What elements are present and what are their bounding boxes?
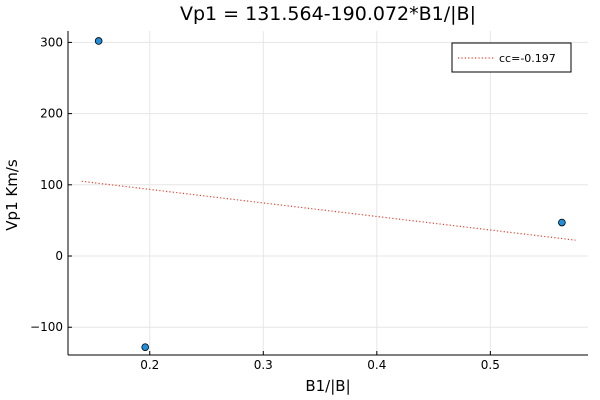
x-tick-label: 0.4 xyxy=(367,358,386,372)
chart-title: Vp1 = 131.564-190.072*B1/|B| xyxy=(180,3,476,25)
grid-lines xyxy=(68,31,588,355)
data-point xyxy=(94,37,103,45)
axes xyxy=(67,31,588,356)
legend-box xyxy=(451,42,572,73)
y-tick-label: 200 xyxy=(40,107,63,121)
x-tick-label: 0.2 xyxy=(140,358,159,372)
data-series xyxy=(81,37,576,351)
x-axis-label: B1/|B| xyxy=(305,377,350,395)
legend-fit-line-label: cc=-0.197 xyxy=(499,52,556,65)
y-tick-label: −100 xyxy=(30,320,63,334)
data-point xyxy=(558,218,566,227)
y-tick-label: 300 xyxy=(40,35,63,49)
fit-line xyxy=(81,180,576,241)
x-tick-label: 0.3 xyxy=(254,358,273,372)
tick-labels: 0.2 0.3 0.4 0.5 −100 0 100 200 300 xyxy=(30,35,500,372)
y-axis-label: Vp1 Km/s xyxy=(3,159,21,231)
x-tick-label: 0.5 xyxy=(481,358,500,372)
legend: cc=-0.197 xyxy=(451,42,572,73)
data-point xyxy=(141,343,150,351)
y-tick-label: 0 xyxy=(55,249,63,263)
y-tick-label: 100 xyxy=(40,178,63,192)
